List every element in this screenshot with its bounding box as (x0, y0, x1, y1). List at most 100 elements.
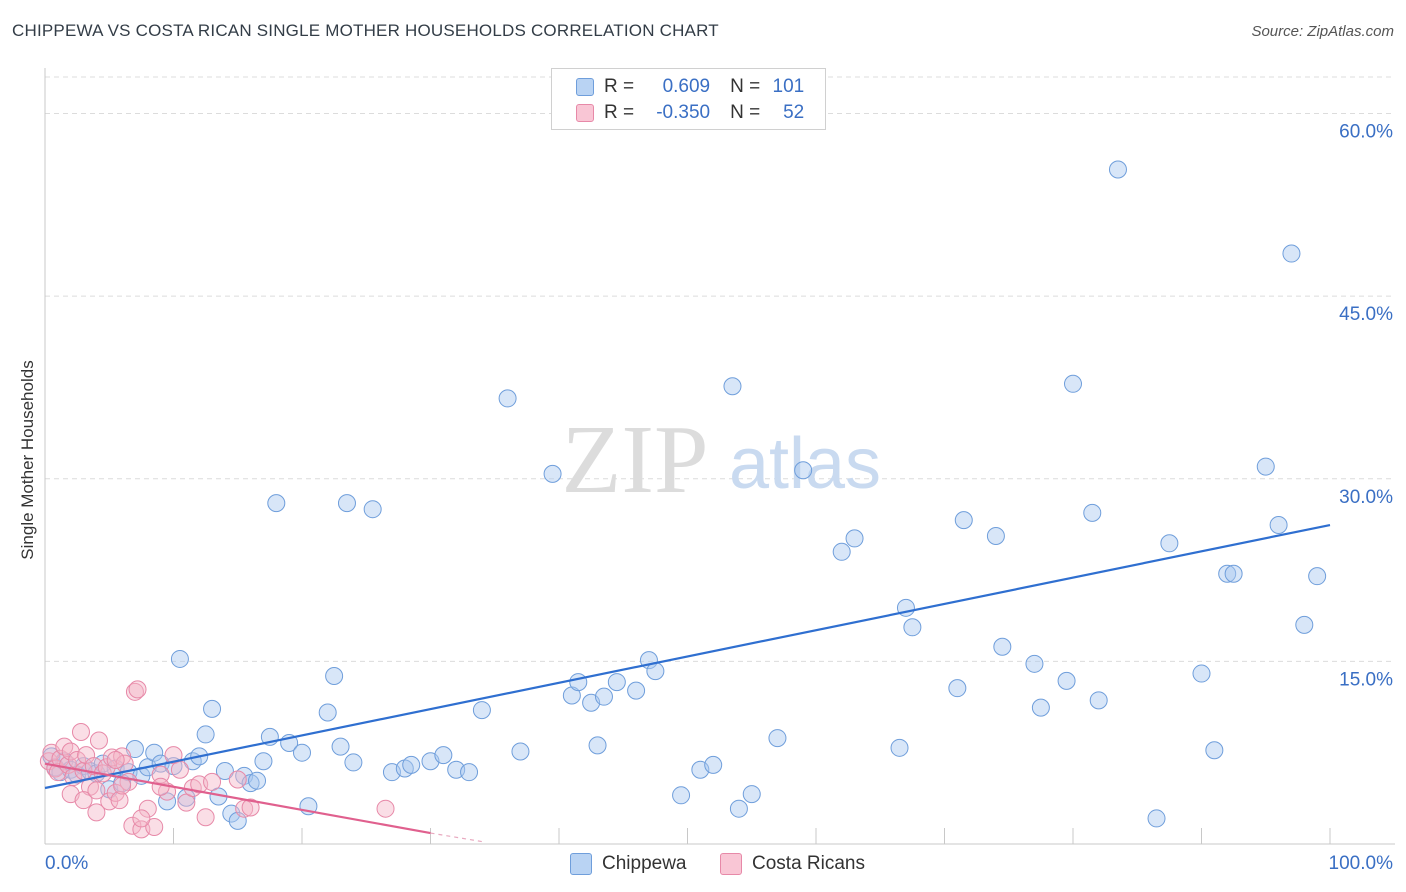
chippewa-point (1205, 741, 1224, 760)
x-tick-label-min: 0.0% (45, 853, 88, 874)
y-tick-label: 60.0% (1339, 122, 1393, 143)
costa-rican-point (128, 680, 147, 699)
chippewa-point (331, 737, 350, 756)
watermark: ZIP atlas (562, 406, 882, 514)
costa-rican-point (376, 799, 395, 818)
chippewa-point (402, 755, 421, 774)
chippewa-point (254, 752, 273, 771)
chippewa-point (723, 377, 742, 396)
chippewa-point (215, 761, 234, 780)
chippewa-point (594, 687, 613, 706)
chippewa-point (472, 701, 491, 720)
legend-n-value-costa-ricans: 52 (783, 102, 805, 123)
chippewa-point (318, 703, 337, 722)
chippewa-point (434, 746, 453, 765)
chippewa-point (170, 649, 189, 668)
chippewa-point (498, 389, 517, 408)
chippewa-point (607, 673, 626, 692)
chippewa-point (890, 738, 909, 757)
bottom-legend-swatch-costa-ricans (720, 853, 742, 875)
costa-rican-point (71, 722, 90, 741)
chippewa-point (248, 771, 267, 790)
y-tick-label: 15.0% (1339, 669, 1393, 690)
chippewa-point (729, 799, 748, 818)
chippewa-point (293, 743, 311, 762)
costa-rican-trend-line (44, 762, 431, 835)
bottom-legend-chippewa[interactable]: Chippewa (570, 852, 687, 876)
costa-rican-point (106, 750, 125, 769)
chippewa-points (42, 160, 1327, 830)
chippewa-point (986, 526, 1005, 545)
chippewa-point (337, 494, 356, 513)
x-tick-label-max: 100.0% (1329, 853, 1394, 874)
chippewa-point (1147, 809, 1166, 828)
chippewa-point (1057, 671, 1076, 690)
chart-title: CHIPPEWA VS COSTA RICAN SINGLE MOTHER HO… (12, 21, 719, 40)
costa-rican-point (241, 798, 260, 817)
gridlines (45, 76, 1395, 662)
trend-lines (44, 523, 1331, 843)
chippewa-point (1064, 374, 1082, 393)
tick-labels: 15.0% 30.0% 45.0% 60.0% 0.0% 100.0% (45, 122, 1393, 874)
legend-n-label: N = (730, 102, 761, 123)
chippewa-point (1031, 698, 1050, 717)
chippewa-point (993, 637, 1012, 656)
costa-rican-point (110, 791, 129, 810)
chippewa-point (363, 500, 382, 519)
chippewa-point (948, 679, 967, 698)
legend-swatch-chippewa (576, 78, 594, 96)
costa-rican-point (138, 799, 157, 818)
chippewa-point (145, 743, 164, 762)
chippewa-point (1218, 564, 1237, 583)
legend-r-value-costa-ricans: -0.350 (656, 102, 711, 123)
legend-r-label: R = (604, 102, 635, 123)
y-tick-label: 30.0% (1339, 487, 1393, 508)
chippewa-point (672, 786, 691, 805)
costa-rican-points (39, 680, 395, 839)
chippewa-point (460, 763, 479, 782)
chippewa-point (1025, 654, 1044, 673)
chippewa-trend-line (44, 523, 1331, 790)
chippewa-point (845, 529, 864, 548)
chippewa-point (627, 681, 646, 700)
chippewa-point (1083, 503, 1102, 522)
legend-swatch-costa-ricans (576, 104, 594, 122)
legend-row-costa-ricans: R = -0.350 N = 52 (576, 101, 804, 125)
bottom-legend-swatch-chippewa (570, 853, 592, 875)
costa-rican-point (151, 777, 170, 796)
y-axis-label: Single Mother Households (18, 360, 37, 560)
bottom-legend-costa-ricans[interactable]: Costa Ricans (720, 852, 865, 876)
legend-n-label: N = (730, 76, 761, 97)
chippewa-point (704, 755, 723, 774)
chippewa-point (1308, 567, 1327, 586)
chippewa-point (344, 753, 363, 772)
chippewa-point (325, 666, 344, 685)
axes (44, 68, 1395, 845)
bottom-legend-label-chippewa: Chippewa (602, 853, 687, 874)
costa-rican-point (123, 816, 142, 835)
chippewa-point (196, 725, 215, 744)
costa-rican-point (228, 770, 247, 789)
watermark-zip: ZIP (562, 406, 709, 514)
chippewa-point (1192, 664, 1211, 683)
costa-rican-point (132, 809, 151, 828)
chippewa-point (1160, 534, 1179, 553)
chippewa-point (267, 494, 286, 513)
bottom-legend-label-costa-ricans: Costa Ricans (752, 853, 865, 874)
chippewa-point (742, 785, 761, 804)
costa-rican-point (203, 772, 222, 791)
costa-rican-point (145, 817, 164, 836)
chippewa-point (1256, 457, 1275, 476)
costa-rican-point (196, 808, 215, 827)
chippewa-point (1269, 516, 1288, 535)
chippewa-point (1108, 160, 1127, 179)
costa-rican-point (74, 791, 93, 810)
chippewa-point (1089, 691, 1108, 710)
legend-r-value-chippewa: 0.609 (662, 76, 711, 97)
costa-rican-point (125, 682, 144, 701)
costa-rican-trend-extension (430, 832, 482, 843)
legend-r-label: R = (604, 76, 635, 97)
costa-rican-point (89, 731, 108, 750)
chippewa-point (511, 742, 530, 761)
